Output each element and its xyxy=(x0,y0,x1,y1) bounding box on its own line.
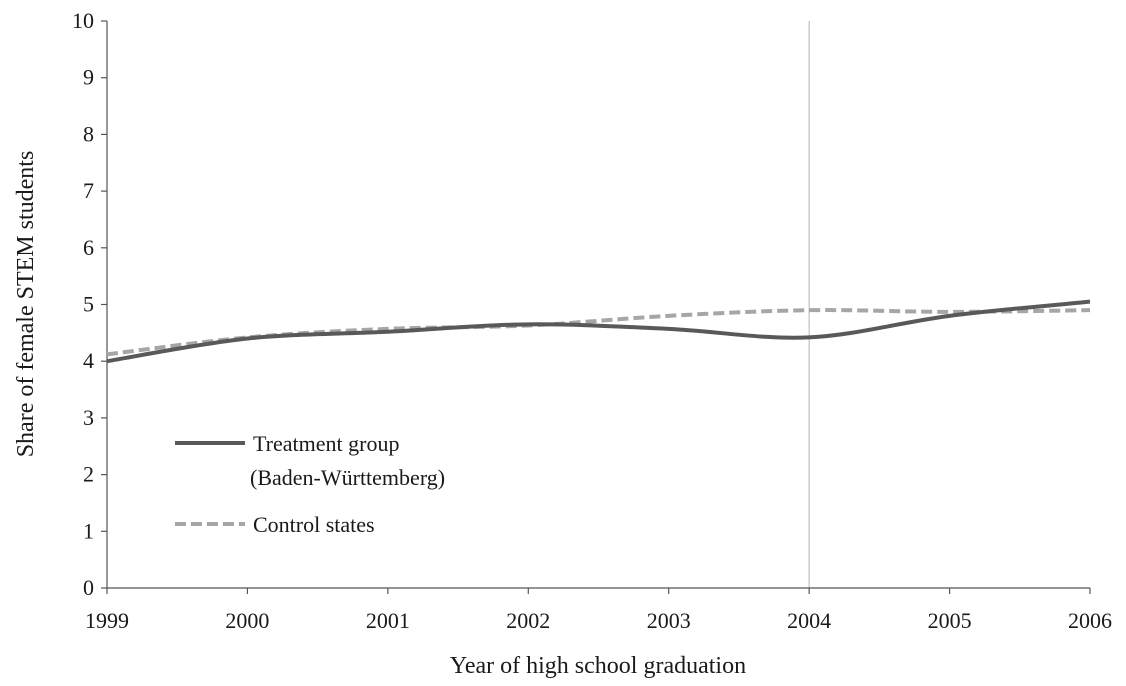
x-tick-label: 2002 xyxy=(506,608,550,633)
x-tick-label: 2003 xyxy=(647,608,691,633)
x-ticks: 1999 2000 2001 2002 2003 2004 2005 2006 xyxy=(85,588,1112,633)
y-tick-label: 9 xyxy=(83,65,94,90)
y-tick-label: 4 xyxy=(83,348,94,373)
legend-entry-control: Control states xyxy=(175,512,375,537)
y-tick-label: 7 xyxy=(83,178,94,203)
x-tick-label: 2004 xyxy=(787,608,831,633)
series-line-treatment xyxy=(106,299,1091,364)
y-tick-label: 0 xyxy=(83,575,94,600)
legend-label-control: Control states xyxy=(253,512,375,537)
legend: Treatment group (Baden-Württemberg) Cont… xyxy=(175,431,445,537)
x-tick-label: 2006 xyxy=(1068,608,1112,633)
y-tick-label: 8 xyxy=(83,121,94,146)
y-tick-label: 10 xyxy=(72,8,94,33)
x-tick-label: 2005 xyxy=(928,608,972,633)
legend-entry-treatment: Treatment group (Baden-Württemberg) xyxy=(175,431,445,490)
axes-layer xyxy=(106,21,1090,589)
x-tick-label: 1999 xyxy=(85,608,129,633)
y-ticks: 0 1 2 3 4 5 6 7 8 9 10 xyxy=(72,8,107,600)
y-tick-label: 1 xyxy=(83,518,94,543)
y-axis-title: Share of female STEM students xyxy=(13,151,39,458)
series-layer xyxy=(106,299,1091,364)
y-tick-label: 3 xyxy=(83,405,94,430)
y-tick-label: 6 xyxy=(83,235,94,260)
legend-label-treatment-line2: (Baden-Württemberg) xyxy=(250,465,445,490)
legend-label-treatment-line1: Treatment group xyxy=(253,431,399,456)
x-axis-title: Year of high school graduation xyxy=(450,653,746,679)
x-tick-label: 2000 xyxy=(225,608,269,633)
y-tick-label: 5 xyxy=(83,292,94,317)
x-tick-label: 2001 xyxy=(366,608,410,633)
y-tick-label: 2 xyxy=(83,462,94,487)
